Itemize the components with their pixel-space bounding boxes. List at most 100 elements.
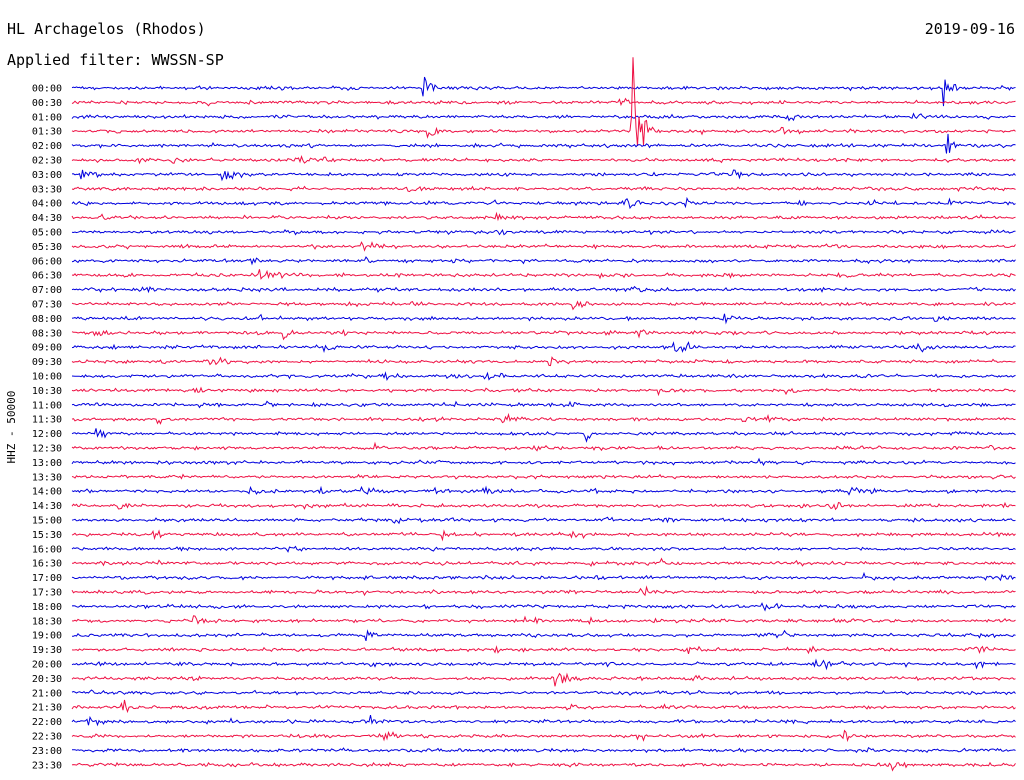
- trace-row: [71, 672, 1016, 687]
- time-label: 22:30: [32, 732, 62, 743]
- trace-row: [71, 211, 1016, 222]
- record-date: 2019-09-16: [924, 20, 1015, 38]
- trace-row: [71, 57, 1016, 147]
- trace-row: [71, 386, 1016, 397]
- filter-prefix: Applied filter:: [7, 51, 143, 69]
- time-label: 11:00: [32, 400, 62, 411]
- trace-row: [71, 300, 1016, 311]
- time-label: 23:30: [32, 760, 62, 771]
- trace-row: [71, 269, 1016, 280]
- time-label: 08:30: [32, 328, 62, 339]
- trace-row: [71, 196, 1016, 210]
- trace-row: [71, 256, 1016, 266]
- time-label: 07:30: [32, 300, 62, 311]
- time-label: 15:30: [32, 530, 62, 541]
- trace-row: [71, 557, 1016, 568]
- time-label: 00:30: [32, 98, 62, 109]
- time-label: 14:30: [32, 501, 62, 512]
- trace-row: [71, 629, 1016, 642]
- time-label: 09:00: [32, 343, 62, 354]
- trace-row: [71, 615, 1016, 626]
- trace-row: [71, 501, 1016, 511]
- time-label: 21:00: [32, 688, 62, 699]
- time-label: 09:30: [32, 357, 62, 368]
- trace-row: [71, 285, 1016, 294]
- trace-row: [71, 602, 1016, 612]
- time-label: 20:30: [32, 674, 62, 685]
- trace-row: [71, 76, 1016, 107]
- trace-row: [71, 761, 1016, 772]
- trace-row: [71, 729, 1016, 743]
- time-label: 04:30: [32, 213, 62, 224]
- trace-row: [71, 185, 1016, 193]
- time-label: 20:00: [32, 660, 62, 671]
- time-labels: 00:00 00:30 01:00 01:30 02:00 02:30 03:00 03:30…: [32, 84, 62, 772]
- time-label: 07:00: [32, 285, 62, 296]
- seismic-traces: [71, 57, 1016, 772]
- trace-row: [71, 400, 1016, 409]
- time-label: 16:00: [32, 544, 62, 555]
- time-label: 06:00: [32, 256, 62, 267]
- time-label: 01:30: [32, 127, 62, 138]
- time-label: 08:00: [32, 314, 62, 325]
- time-label: 13:30: [32, 472, 62, 483]
- trace-row: [71, 328, 1016, 341]
- time-label: 00:00: [32, 84, 62, 95]
- time-label: 02:30: [32, 156, 62, 167]
- time-label: 05:30: [32, 242, 62, 253]
- trace-row: [71, 699, 1016, 714]
- time-label: 11:30: [32, 415, 62, 426]
- trace-row: [71, 645, 1016, 655]
- trace-row: [71, 133, 1016, 154]
- trace-row: [71, 169, 1016, 182]
- trace-row: [71, 356, 1016, 367]
- trace-row: [71, 371, 1016, 382]
- trace-row: [71, 658, 1016, 671]
- time-label: 12:30: [32, 444, 62, 455]
- trace-row: [71, 545, 1016, 553]
- time-label: 19:00: [32, 631, 62, 642]
- time-label: 16:30: [32, 559, 62, 570]
- trace-row: [71, 112, 1016, 122]
- station-title: HL Archagelos (Rhodos): [7, 20, 206, 38]
- time-label: 23:00: [32, 746, 62, 757]
- time-label: 19:30: [32, 645, 62, 656]
- filter-name: WWSSN-SP: [151, 51, 224, 69]
- trace-row: [71, 571, 1016, 582]
- trace-row: [71, 473, 1016, 480]
- time-label: 14:00: [32, 487, 62, 498]
- trace-row: [71, 516, 1016, 525]
- time-label: 04:00: [32, 199, 62, 210]
- time-label: 02:00: [32, 141, 62, 152]
- trace-row: [71, 313, 1016, 325]
- trace-row: [71, 529, 1016, 542]
- time-label: 17:00: [32, 573, 62, 584]
- trace-row: [71, 428, 1016, 443]
- time-label: 03:00: [32, 170, 62, 181]
- time-label: 13:00: [32, 458, 62, 469]
- trace-row: [71, 155, 1016, 165]
- time-label: 21:30: [32, 703, 62, 714]
- time-label: 17:30: [32, 588, 62, 599]
- trace-row: [71, 441, 1016, 452]
- trace-row: [71, 241, 1016, 252]
- trace-row: [71, 714, 1016, 727]
- time-label: 10:00: [32, 372, 62, 383]
- filter-line: Applied filter: WWSSN-SP: [7, 51, 224, 69]
- time-label: 06:30: [32, 271, 62, 282]
- time-label: 10:30: [32, 386, 62, 397]
- trace-row: [71, 746, 1016, 754]
- time-label: 22:00: [32, 717, 62, 728]
- trace-row: [71, 689, 1016, 696]
- time-label: 12:00: [32, 429, 62, 440]
- trace-row: [71, 228, 1016, 236]
- trace-row: [71, 585, 1016, 597]
- trace-row: [71, 485, 1016, 496]
- time-label: 05:00: [32, 228, 62, 239]
- time-label: 18:00: [32, 602, 62, 613]
- time-label: 03:30: [32, 184, 62, 195]
- time-label: 01:00: [32, 112, 62, 123]
- trace-row: [71, 412, 1016, 425]
- time-label: 18:30: [32, 616, 62, 627]
